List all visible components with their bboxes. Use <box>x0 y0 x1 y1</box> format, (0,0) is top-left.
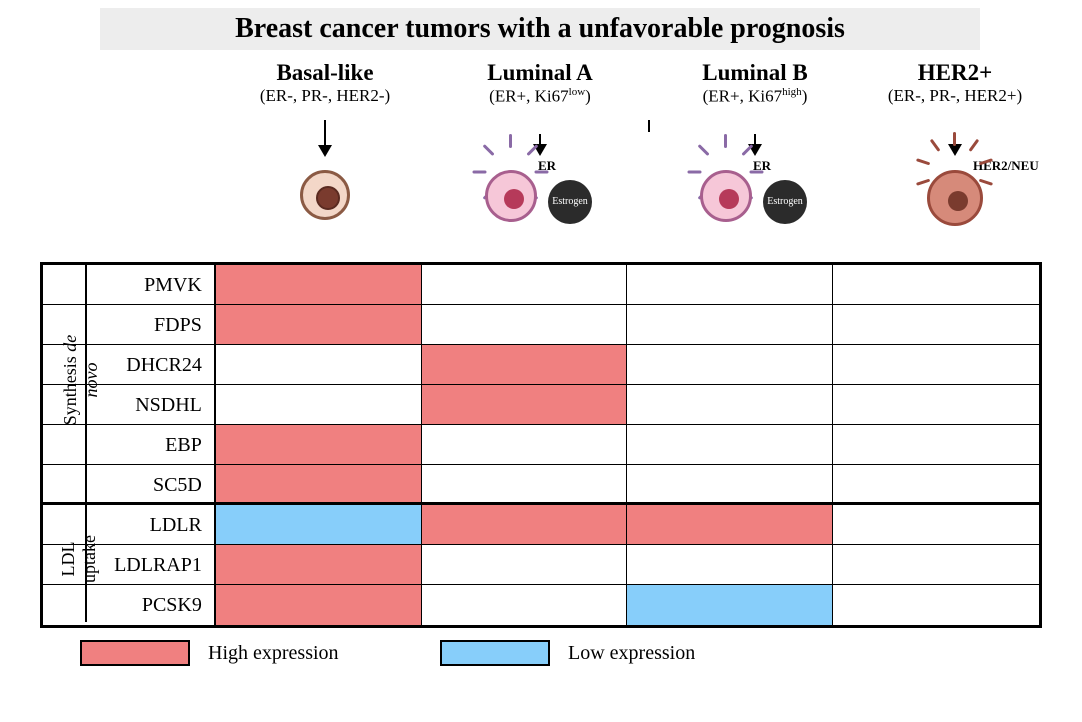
expr-cell <box>216 265 422 304</box>
subtype-header-lumA: Luminal A(ER+, Ki67low) <box>430 60 650 107</box>
expr-cell <box>833 465 1039 504</box>
table-row: PCSK9 <box>43 585 1039 625</box>
legend-swatch-high <box>80 640 190 666</box>
expr-cell <box>422 265 628 304</box>
gene-label: EBP <box>86 425 216 464</box>
figure-title: Breast cancer tumors with a unfavorable … <box>100 8 980 50</box>
expr-cell <box>422 305 628 344</box>
table-row: DHCR24 <box>43 345 1039 385</box>
expr-cell <box>833 505 1039 544</box>
expr-cell <box>216 305 422 344</box>
expr-cell <box>833 425 1039 464</box>
expr-cell <box>422 505 628 544</box>
gene-label: PCSK9 <box>86 585 216 625</box>
expr-cell <box>216 465 422 504</box>
subtype-header-basal: Basal-like(ER-, PR-, HER2-) <box>215 60 435 106</box>
legend-swatch-low <box>440 640 550 666</box>
expr-cell <box>833 545 1039 584</box>
expr-cell <box>216 345 422 384</box>
arrow-icon <box>324 120 326 155</box>
table-row: NSDHL <box>43 385 1039 425</box>
legend-low: Low expression <box>440 640 695 666</box>
expr-cell <box>422 385 628 424</box>
gene-label: DHCR24 <box>86 345 216 384</box>
expr-cell <box>627 385 833 424</box>
cell-icon-lumA <box>485 170 537 222</box>
expr-cell <box>216 425 422 464</box>
table-row: FDPS <box>43 305 1039 345</box>
gene-label: NSDHL <box>86 385 216 424</box>
subtype-sub: (ER+, Ki67high) <box>645 86 865 107</box>
table-row: PMVK <box>43 265 1039 305</box>
group-text: Synthesis <box>60 352 80 426</box>
expr-cell <box>216 385 422 424</box>
estrogen-icon: Estrogen <box>548 180 592 224</box>
table-row: SC5D <box>43 465 1039 505</box>
subtype-sub: (ER-, PR-, HER2-) <box>215 86 435 106</box>
gene-label: LDLR <box>86 505 216 544</box>
gene-label: PMVK <box>86 265 216 304</box>
expr-cell <box>833 345 1039 384</box>
expr-cell <box>833 265 1039 304</box>
expr-cell <box>216 545 422 584</box>
gene-label: FDPS <box>86 305 216 344</box>
estrogen-icon: Estrogen <box>763 180 807 224</box>
group-label-ldl: LDLuptake <box>58 504 100 614</box>
group-label-synthesis: Synthesis denovo <box>60 270 102 490</box>
expr-cell <box>216 585 422 625</box>
table-row: LDLRAP1 <box>43 545 1039 585</box>
legend-label-high: High expression <box>208 642 339 665</box>
expr-cell <box>422 425 628 464</box>
expr-cell <box>422 465 628 504</box>
group-separator <box>40 502 1042 505</box>
cell-icon-her2 <box>927 170 983 226</box>
gene-label: SC5D <box>86 465 216 504</box>
expr-cell <box>627 505 833 544</box>
expr-cell <box>833 585 1039 625</box>
subtype-sub: (ER-, PR-, HER2+) <box>845 86 1065 106</box>
expr-cell <box>422 345 628 384</box>
expression-table: PMVKFDPSDHCR24NSDHLEBPSC5DLDLRLDLRAP1PCS… <box>40 262 1042 628</box>
expr-cell <box>833 305 1039 344</box>
expr-cell <box>422 585 628 625</box>
subtype-sub: (ER+, Ki67low) <box>430 86 650 107</box>
gene-label: LDLRAP1 <box>86 545 216 584</box>
arrow-icon <box>539 134 541 154</box>
expr-cell <box>833 385 1039 424</box>
expr-cell <box>627 265 833 304</box>
expr-cell <box>627 465 833 504</box>
arrow-icon <box>754 134 756 154</box>
cell-icon-lumB <box>700 170 752 222</box>
expr-cell <box>627 425 833 464</box>
expr-cell <box>627 305 833 344</box>
table-row: LDLR <box>43 505 1039 545</box>
subtype-name: Luminal B <box>645 60 865 86</box>
legend-high: High expression <box>80 640 339 666</box>
legend-label-low: Low expression <box>568 642 695 665</box>
expr-cell <box>627 545 833 584</box>
subtype-header-lumB: Luminal B(ER+, Ki67high) <box>645 60 865 107</box>
expr-cell <box>627 345 833 384</box>
cell-icon-basal <box>300 170 350 220</box>
expr-cell <box>216 505 422 544</box>
subtype-name: HER2+ <box>845 60 1065 86</box>
column-tick <box>648 120 650 132</box>
expr-cell <box>422 545 628 584</box>
subtype-name: Basal-like <box>215 60 435 86</box>
expr-cell <box>627 585 833 625</box>
subtype-header-her2: HER2+(ER-, PR-, HER2+) <box>845 60 1065 106</box>
table-row: EBP <box>43 425 1039 465</box>
subtype-name: Luminal A <box>430 60 650 86</box>
